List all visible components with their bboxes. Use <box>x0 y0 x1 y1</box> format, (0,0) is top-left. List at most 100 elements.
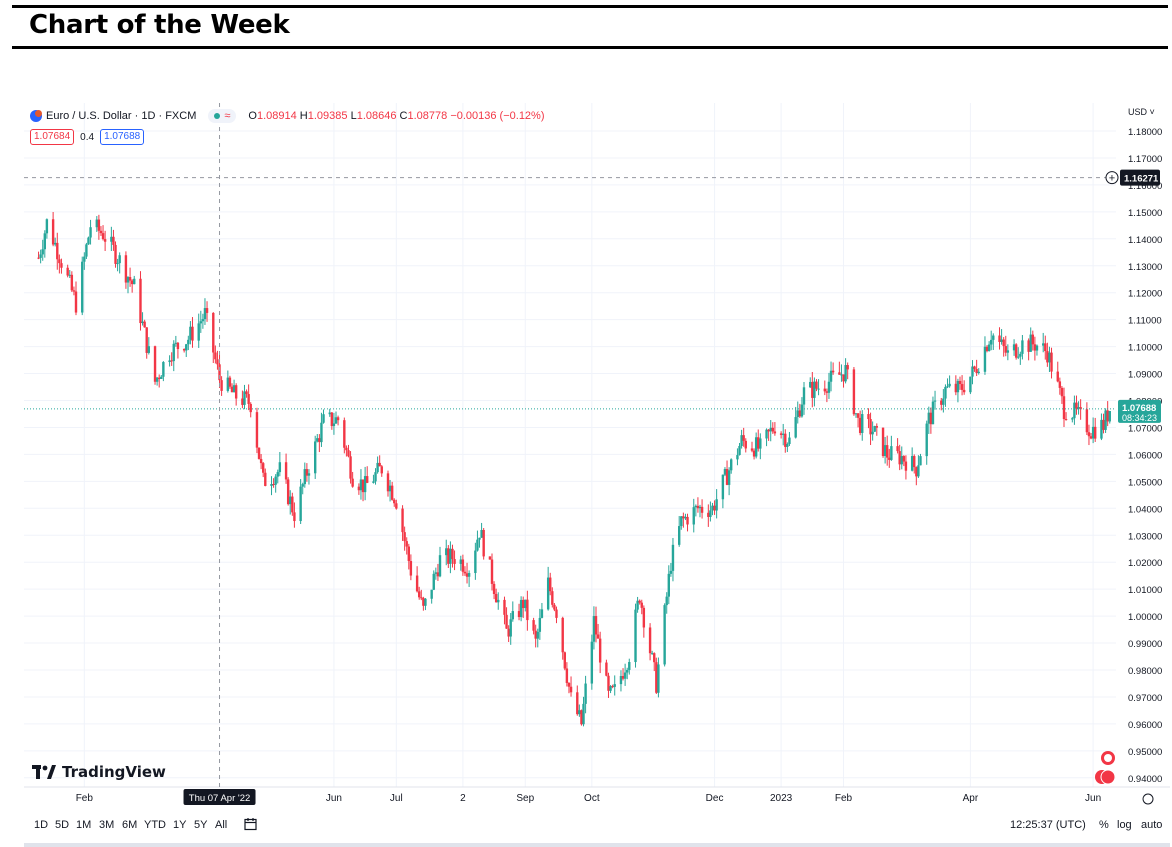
candle-body <box>449 548 452 564</box>
candle-body <box>1079 407 1082 410</box>
candle-body <box>854 413 858 415</box>
candle-body <box>162 362 165 377</box>
utc-clock[interactable]: 12:25:37 (UTC) <box>1010 819 1086 831</box>
candle-body <box>230 386 234 393</box>
candle-body <box>174 342 178 344</box>
candle-body <box>721 474 725 500</box>
candle-body <box>490 559 494 584</box>
candle-body <box>1100 419 1103 439</box>
candle-body <box>58 259 61 264</box>
tradingview-chart[interactable]: 1.18000 1.17000 1.16000 1.15000 1.14000 1.130… <box>24 103 1170 847</box>
candle-body <box>168 360 171 363</box>
timeframe-all[interactable]: All <box>215 819 228 831</box>
candle-body <box>640 602 643 608</box>
timeframe-ytd[interactable]: YTD <box>144 819 166 831</box>
candle-body <box>875 426 878 428</box>
candle-body <box>983 346 987 372</box>
candle-body <box>158 377 161 379</box>
market-status-pill[interactable]: ≈ <box>208 109 237 123</box>
candle-body <box>1035 345 1039 351</box>
candle-body <box>272 483 275 485</box>
candle-body <box>328 412 331 415</box>
candle-body <box>359 479 363 491</box>
log-scale-toggle[interactable]: log <box>1117 819 1132 831</box>
candle-body <box>203 308 207 320</box>
candle-body <box>596 634 600 639</box>
timeframe-1y[interactable]: 1Y <box>173 819 187 831</box>
candle-body <box>561 617 564 653</box>
crosshair-date-label: Thu 07 Apr '22 <box>189 793 251 804</box>
timeframe-1m[interactable]: 1M <box>76 819 92 831</box>
candle-body <box>218 364 221 381</box>
timeframe-5d[interactable]: 5D <box>55 819 70 831</box>
candle-body <box>962 389 966 393</box>
percent-scale-toggle[interactable]: % <box>1099 819 1109 831</box>
candle-body <box>856 413 860 418</box>
last-price-tag <box>1118 399 1161 423</box>
candle-body <box>1033 344 1037 351</box>
timeframe-1d[interactable]: 1D <box>34 819 49 831</box>
y-tick-label: 1.02000 <box>1128 558 1162 569</box>
candle-body <box>305 469 309 476</box>
auto-scale-toggle[interactable]: auto <box>1141 819 1163 831</box>
candle-body <box>316 438 319 442</box>
candle-body <box>424 598 427 606</box>
us-event-flag-icon <box>1100 769 1116 785</box>
candle-body <box>270 483 273 486</box>
candle-body <box>802 387 806 405</box>
change-value: −0.00136 (−0.12%) <box>450 110 545 122</box>
candle-body <box>467 573 471 577</box>
candle-body <box>682 516 685 519</box>
candle-body <box>87 237 90 245</box>
candle-body <box>1085 409 1089 433</box>
candle-body <box>867 414 870 420</box>
candle-body <box>182 349 186 351</box>
candle-body <box>919 456 922 466</box>
sell-price-button[interactable]: 1.07684 <box>30 129 75 145</box>
candle-body <box>626 669 629 673</box>
plus-icon: + <box>1109 173 1115 185</box>
symbol-title[interactable]: Euro / U.S. Dollar · 1D · FXCM <box>46 110 197 122</box>
candle-body <box>1002 339 1005 347</box>
timeframe-3m[interactable]: 3M <box>99 819 115 831</box>
y-tick-label: 1.04000 <box>1128 504 1162 515</box>
candle-body <box>526 599 529 621</box>
candle-body <box>372 481 375 483</box>
price-chart-svg[interactable]: 1.18000 1.17000 1.16000 1.15000 1.14000 1.130… <box>24 103 1170 815</box>
candle-body <box>692 507 695 525</box>
candle-body <box>1077 407 1080 409</box>
y-tick-label: 1.15000 <box>1128 208 1162 219</box>
candle-body <box>507 628 510 637</box>
candle-body <box>1006 350 1010 353</box>
candle-body <box>345 447 348 451</box>
x-tick-label: Feb <box>76 793 94 804</box>
candle-body <box>584 683 587 704</box>
calendar-range-icon[interactable] <box>244 817 258 831</box>
buy-price-button[interactable]: 1.07688 <box>100 129 145 145</box>
candle-body <box>969 376 972 393</box>
candle-body <box>1048 352 1051 363</box>
candle-body <box>128 277 132 281</box>
candle-body <box>430 589 433 599</box>
candle-body <box>881 427 885 456</box>
candle-body <box>434 572 438 574</box>
timeframe-6m[interactable]: 6M <box>122 819 138 831</box>
candle-body <box>226 377 230 391</box>
currency-selector[interactable]: USD ˅ <box>1128 107 1155 117</box>
candle-body <box>72 290 76 292</box>
candle-body <box>940 400 943 405</box>
candle-body <box>366 476 369 483</box>
candle-body <box>973 366 976 369</box>
candle-body <box>257 447 261 459</box>
candle-body <box>519 599 523 618</box>
candle-body <box>172 343 175 362</box>
candle-body <box>829 370 833 382</box>
timeframe-5y[interactable]: 5Y <box>194 819 208 831</box>
candle-body <box>390 485 394 500</box>
candle-body <box>89 227 92 238</box>
y-tick-label: 1.09000 <box>1128 370 1162 381</box>
candle-body <box>605 662 608 676</box>
candle-body <box>1094 426 1097 439</box>
candle-body <box>420 597 423 599</box>
candle-body <box>1042 343 1045 346</box>
